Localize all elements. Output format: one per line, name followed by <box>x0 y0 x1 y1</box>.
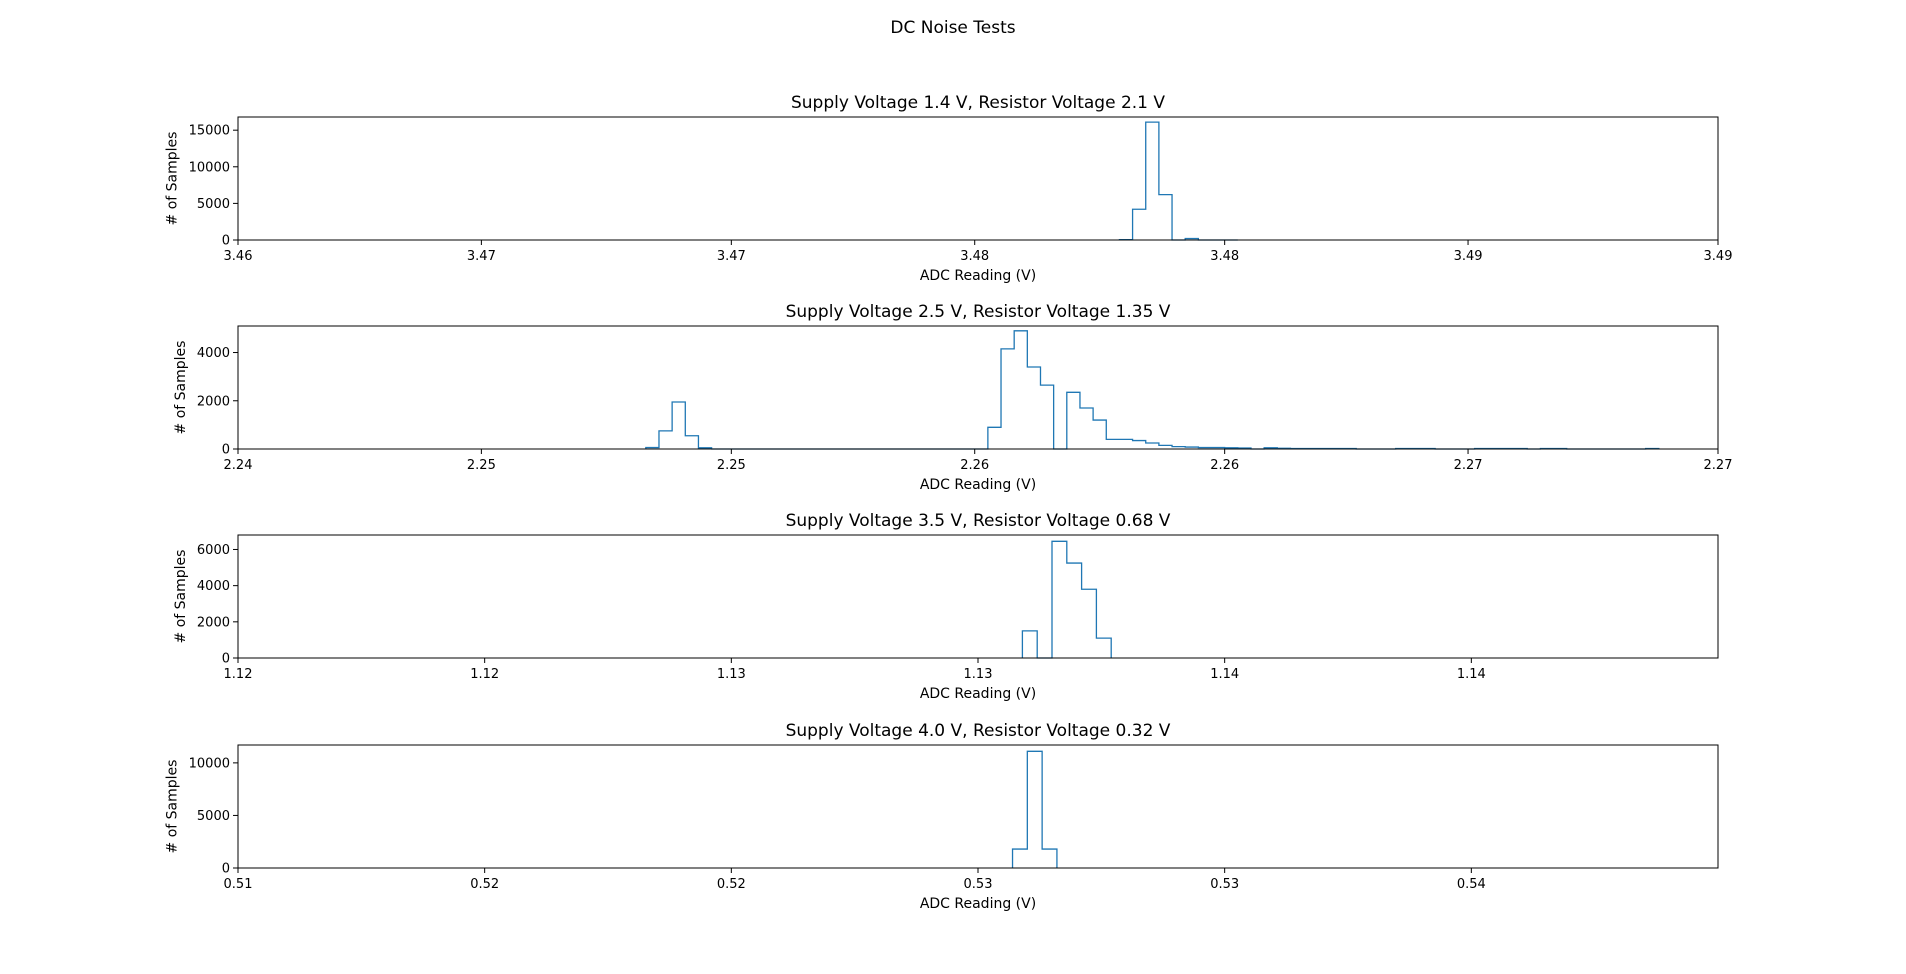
x-tick-label: 2.25 <box>717 458 746 473</box>
subplot-title: Supply Voltage 4.0 V, Resistor Voltage 0… <box>786 721 1171 741</box>
x-axis-label: ADC Reading (V) <box>920 477 1036 493</box>
y-tick-label: 5000 <box>197 809 230 824</box>
x-tick-label: 3.46 <box>224 249 253 264</box>
subplot-1: Supply Voltage 1.4 V, Resistor Voltage 2… <box>165 93 1733 284</box>
histogram-series <box>1011 750 1058 868</box>
x-tick-label: 2.24 <box>224 458 253 473</box>
y-tick-label: 0 <box>222 652 230 667</box>
x-tick-label: 1.14 <box>1457 667 1486 682</box>
x-tick-label: 3.48 <box>960 249 989 264</box>
y-tick-label: 10000 <box>189 756 230 771</box>
y-tick-label: 4000 <box>197 346 230 361</box>
x-tick-label: 3.49 <box>1704 249 1733 264</box>
x-tick-label: 3.47 <box>467 249 496 264</box>
subplot-2: Supply Voltage 2.5 V, Resistor Voltage 1… <box>173 302 1733 493</box>
axes-frame <box>237 116 1719 241</box>
x-tick-label: 0.52 <box>470 877 499 892</box>
x-tick-label: 1.12 <box>470 667 499 682</box>
x-tick-label: 2.26 <box>1210 458 1239 473</box>
y-tick-label: 2000 <box>197 394 230 409</box>
x-axis-label: ADC Reading (V) <box>920 268 1036 284</box>
axes-frame <box>237 534 1719 659</box>
x-tick-label: 1.12 <box>224 667 253 682</box>
y-tick-label: 0 <box>222 443 230 458</box>
histogram-series <box>645 330 1660 450</box>
y-tick-label: 4000 <box>197 579 230 594</box>
x-tick-label: 0.54 <box>1457 877 1486 892</box>
axes-frame <box>237 325 1719 450</box>
x-tick-label: 3.47 <box>717 249 746 264</box>
x-tick-label: 0.51 <box>224 877 253 892</box>
histogram-series <box>1118 121 1238 241</box>
y-tick-label: 6000 <box>197 543 230 558</box>
histogram-series <box>1021 540 1112 659</box>
x-tick-label: 1.14 <box>1210 667 1239 682</box>
x-tick-label: 1.13 <box>964 667 993 682</box>
subplot-3: Supply Voltage 3.5 V, Resistor Voltage 0… <box>173 511 1719 702</box>
x-tick-label: 3.48 <box>1210 249 1239 264</box>
x-axis-label: ADC Reading (V) <box>920 686 1036 702</box>
y-tick-label: 0 <box>222 234 230 249</box>
x-tick-label: 0.52 <box>717 877 746 892</box>
x-tick-label: 0.53 <box>1210 877 1239 892</box>
y-axis-label: # of Samples <box>173 341 189 435</box>
x-tick-label: 3.49 <box>1454 249 1483 264</box>
y-tick-label: 0 <box>222 862 230 877</box>
x-tick-label: 2.26 <box>960 458 989 473</box>
x-tick-label: 2.27 <box>1704 458 1733 473</box>
x-tick-label: 0.53 <box>964 877 993 892</box>
x-axis-label: ADC Reading (V) <box>920 896 1036 912</box>
axes-frame <box>237 744 1719 869</box>
y-tick-label: 10000 <box>189 160 230 175</box>
subplot-title: Supply Voltage 3.5 V, Resistor Voltage 0… <box>786 511 1171 531</box>
x-tick-label: 2.25 <box>467 458 496 473</box>
subplot-title: Supply Voltage 1.4 V, Resistor Voltage 2… <box>791 93 1165 113</box>
y-axis-label: # of Samples <box>165 132 181 226</box>
figure-title: DC Noise Tests <box>890 18 1015 38</box>
y-tick-label: 5000 <box>197 197 230 212</box>
x-tick-label: 2.27 <box>1454 458 1483 473</box>
y-tick-label: 15000 <box>189 124 230 139</box>
subplot-title: Supply Voltage 2.5 V, Resistor Voltage 1… <box>786 302 1171 322</box>
y-axis-label: # of Samples <box>173 550 189 644</box>
x-tick-label: 1.13 <box>717 667 746 682</box>
y-tick-label: 2000 <box>197 615 230 630</box>
subplot-4: Supply Voltage 4.0 V, Resistor Voltage 0… <box>165 721 1719 912</box>
y-axis-label: # of Samples <box>165 760 181 854</box>
